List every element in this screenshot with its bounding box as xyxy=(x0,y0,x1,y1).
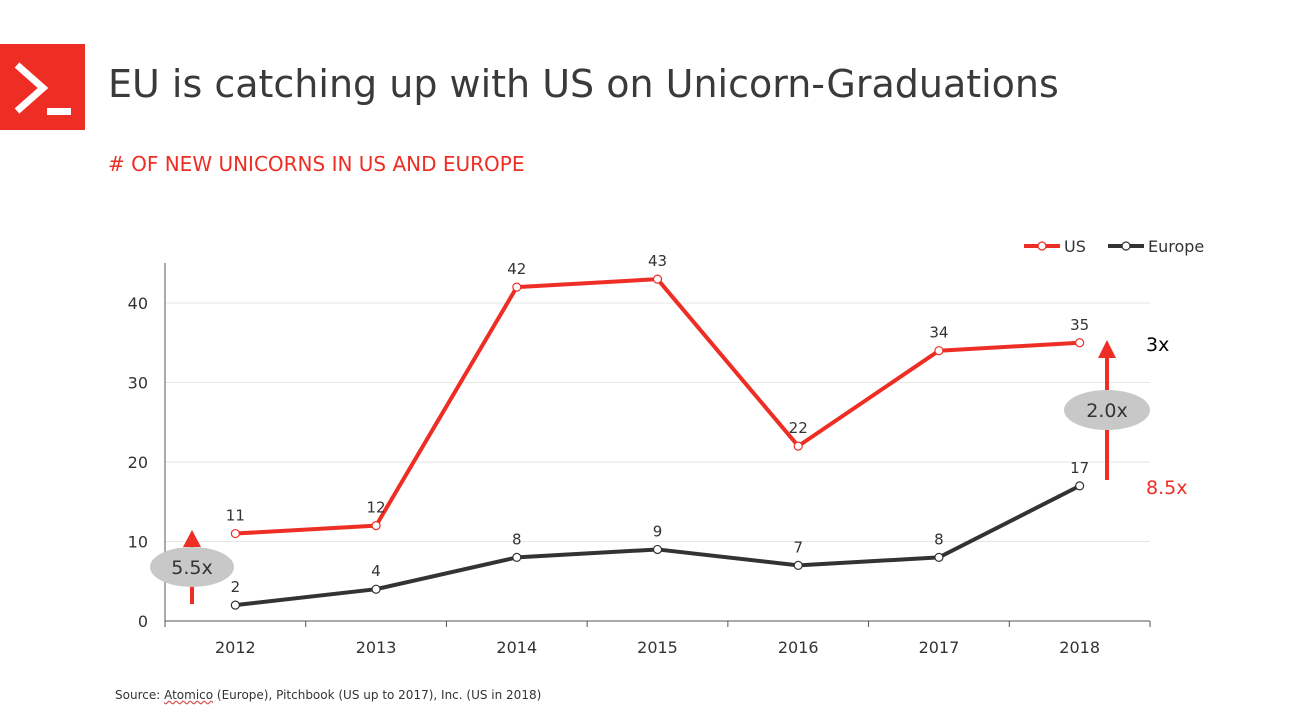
data-point-us xyxy=(1075,338,1085,348)
y-tick-label: 40 xyxy=(128,294,148,313)
ratio-badge-2012 xyxy=(150,547,234,587)
legend-label-europe: Europe xyxy=(1148,237,1204,256)
data-label-europe: 4 xyxy=(371,562,381,580)
data-label-europe: 8 xyxy=(512,530,522,548)
data-point-europe xyxy=(793,560,803,570)
ratio-label-2018: 2.0x xyxy=(1086,400,1127,422)
data-label-us: 42 xyxy=(507,260,526,278)
x-tick-label: 2015 xyxy=(637,638,678,657)
data-point-us xyxy=(652,274,663,284)
data-point-europe xyxy=(652,544,663,555)
ratio-label-2012: 5.5x xyxy=(171,557,212,579)
page-title: EU is catching up with US on Unicorn-Gra… xyxy=(108,62,1059,106)
data-label-europe: 9 xyxy=(653,522,663,540)
source-prefix: Source: xyxy=(115,688,165,702)
data-point-us xyxy=(371,520,381,531)
chart-subtitle: # OF NEW UNICORNS IN US AND EUROPE xyxy=(108,152,525,176)
data-point-europe xyxy=(230,600,240,610)
source-note: Source: Atomico (Europe), Pitchbook (US … xyxy=(115,688,541,702)
x-tick-label: 2018 xyxy=(1059,638,1100,657)
data-label-europe: 8 xyxy=(934,530,944,548)
us-growth-label: 3x xyxy=(1146,334,1169,356)
x-tick-label: 2012 xyxy=(215,638,256,657)
legend-marker-us xyxy=(1037,241,1047,251)
x-tick-label: 2014 xyxy=(496,638,537,657)
legend-label-us: US xyxy=(1064,237,1086,256)
x-tick-label: 2017 xyxy=(919,638,960,657)
data-point-us xyxy=(512,282,522,292)
y-tick-label: 30 xyxy=(128,374,148,393)
x-tick-label: 2016 xyxy=(778,638,819,657)
europe-growth-label: 8.5x xyxy=(1146,477,1187,499)
line-chart: 0 10 20 30 40 2012 2013 2014 2015 2016 2017 2018 11 1… xyxy=(128,237,1205,657)
data-point-europe xyxy=(934,552,944,563)
y-tick-label: 0 xyxy=(138,612,148,631)
data-point-europe xyxy=(371,584,381,594)
data-label-us: 11 xyxy=(226,507,245,525)
data-label-europe: 17 xyxy=(1070,459,1089,477)
ratio-badge-2018 xyxy=(1064,390,1150,430)
legend-marker-europe xyxy=(1121,241,1131,251)
data-point-us xyxy=(230,528,240,539)
data-point-europe xyxy=(512,552,522,563)
data-label-us: 12 xyxy=(367,499,386,517)
data-label-us: 34 xyxy=(929,324,948,342)
brand-logo xyxy=(0,44,85,130)
data-label-us: 22 xyxy=(789,419,808,437)
data-point-us xyxy=(793,441,803,451)
source-rest: (Europe), Pitchbook (US up to 2017), Inc… xyxy=(213,688,542,702)
arrow-2012-head xyxy=(183,530,201,547)
y-tick-label: 10 xyxy=(128,533,148,552)
data-point-us xyxy=(934,346,944,356)
arrow-2018-head xyxy=(1098,340,1116,358)
data-label-europe: 7 xyxy=(793,538,803,556)
source-atomico: Atomico xyxy=(164,688,214,702)
data-label-us: 43 xyxy=(648,252,667,270)
data-label-europe: 2 xyxy=(231,578,241,596)
data-point-europe xyxy=(1075,481,1085,491)
x-tick-label: 2013 xyxy=(356,638,397,657)
terminal-prompt-icon xyxy=(14,62,71,115)
series-line-us xyxy=(235,277,1080,536)
y-tick-label: 20 xyxy=(128,453,148,472)
data-label-us: 35 xyxy=(1070,316,1089,334)
